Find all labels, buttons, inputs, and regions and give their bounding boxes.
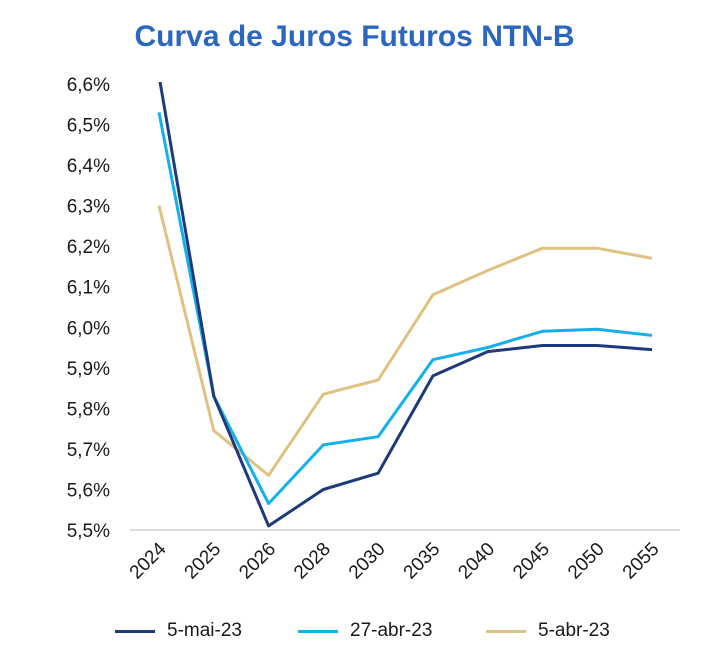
x-tick-label: 2045	[509, 539, 554, 584]
y-tick-label: 6,1%	[67, 278, 110, 299]
x-tick-label: 2035	[400, 539, 445, 584]
series-line-27-abr-23	[157, 112, 653, 506]
legend-label-27-abr-23: 27-abr-23	[350, 620, 433, 641]
y-tick-label: 6,0%	[67, 318, 110, 339]
y-tick-label: 5,9%	[67, 359, 110, 380]
x-tick-label: 2030	[345, 539, 390, 584]
legend-label-5-mai-23: 5-mai-23	[167, 620, 242, 641]
legend-label-5-abr-23: 5-abr-23	[538, 620, 610, 641]
legend-swatch-5-mai-23	[115, 629, 155, 633]
x-tick-label: 2026	[235, 539, 280, 584]
x-tick-label: 2024	[126, 538, 171, 583]
y-tick-label: 6,5%	[67, 116, 110, 137]
legend-swatch-5-abr-23	[486, 629, 526, 633]
legend-swatch-27-abr-23	[298, 629, 338, 633]
x-tick-label: 2050	[564, 539, 609, 584]
legend-item-5-mai-23: 5-mai-23	[115, 620, 242, 642]
y-tick-label: 6,4%	[67, 156, 110, 177]
x-tick-label: 2040	[454, 539, 499, 584]
x-tick-label: 2028	[290, 539, 335, 584]
chart-title: Curva de Juros Futuros NTN-B	[134, 20, 575, 53]
y-tick-label: 5,6%	[67, 480, 110, 501]
y-tick-label: 5,8%	[67, 399, 110, 420]
y-tick-label: 6,2%	[67, 237, 110, 258]
legend: 5-mai-23 27-abr-23 5-abr-23	[0, 620, 709, 650]
y-tick-label: 5,5%	[67, 521, 110, 542]
x-tick-label: 2025	[181, 539, 226, 584]
y-tick-label: 6,6%	[67, 75, 110, 96]
y-tick-label: 5,7%	[67, 440, 110, 461]
y-tick-label: 6,3%	[67, 197, 110, 218]
series-line-5-mai-23	[158, 82, 653, 528]
legend-item-5-abr-23: 5-abr-23	[486, 620, 610, 642]
x-tick-label: 2055	[619, 539, 664, 584]
legend-item-27-abr-23: 27-abr-23	[298, 620, 432, 642]
